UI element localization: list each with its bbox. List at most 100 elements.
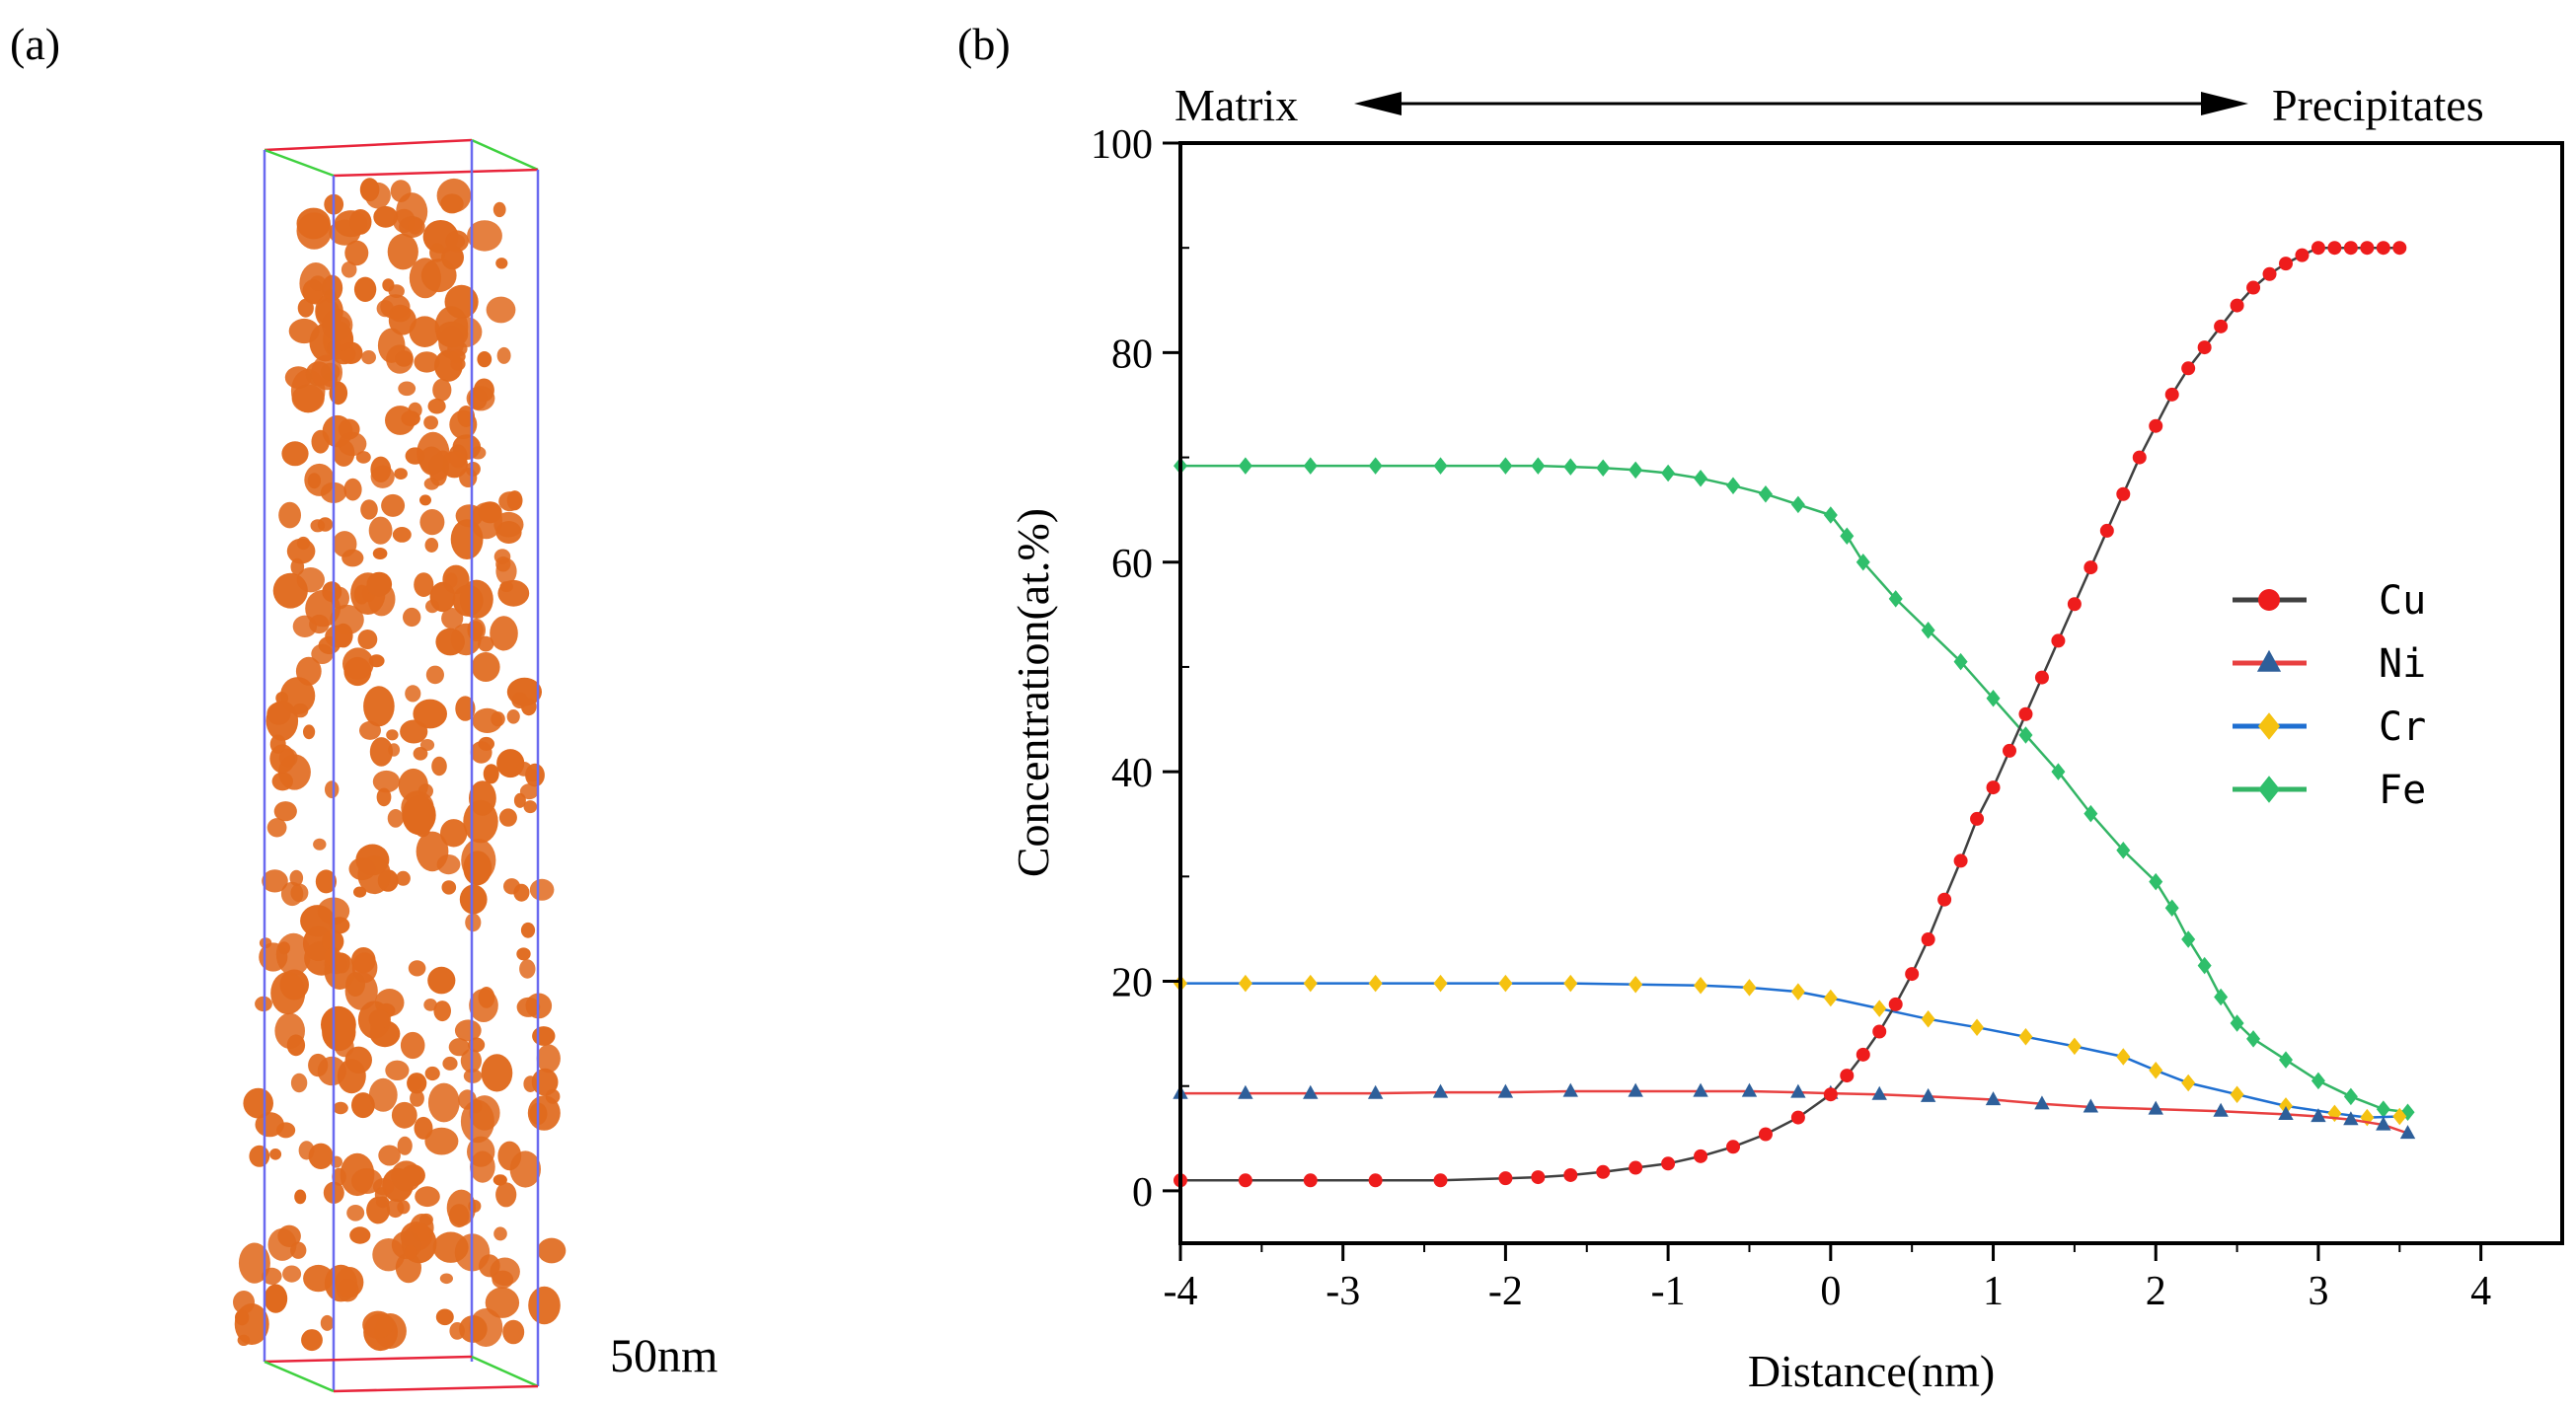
precipitate-particle — [292, 703, 309, 718]
y-tick-label: 20 — [1111, 961, 1153, 1006]
precipitate-particle — [255, 1112, 284, 1138]
series-cu-point — [1937, 892, 1952, 907]
precipitate-particle — [439, 1273, 453, 1285]
series-cu-point — [2230, 298, 2244, 313]
precipitate-particle — [496, 346, 511, 364]
series-fe-point — [2149, 872, 2163, 891]
precipitate-particle — [388, 306, 417, 335]
precipitate-particle — [400, 1031, 425, 1060]
precipitate-particle — [478, 987, 495, 1008]
precipitate-particle — [536, 1044, 561, 1074]
legend-label-cr: Cr — [2379, 704, 2426, 750]
precipitate-particle — [362, 1310, 394, 1339]
series-cr-point — [2181, 1074, 2196, 1092]
y-tick-label: 80 — [1111, 332, 1153, 377]
panel-b-label: (b) — [957, 19, 1011, 69]
x-tick-label: 0 — [1820, 1269, 1841, 1314]
series-fe-point — [1758, 484, 1773, 503]
series-ni-point — [2083, 1098, 2099, 1113]
precipitate-particle — [303, 724, 316, 740]
precipitate-particle — [460, 1099, 494, 1144]
series-cu-point — [1953, 853, 1968, 868]
series-cr-point — [1921, 1010, 1935, 1028]
y-tick-label: 0 — [1132, 1170, 1153, 1216]
precipitate-particle — [419, 509, 445, 536]
precipitate-particle — [425, 665, 444, 685]
precipitate-particle — [455, 696, 476, 721]
box-edge-top-right — [471, 138, 539, 172]
precipitate-particle — [333, 1101, 348, 1115]
precipitate-cluster-group — [233, 178, 567, 1352]
series-cu-point — [1629, 1160, 1643, 1175]
series-cr-point — [1694, 977, 1708, 995]
precipitate-particle — [329, 381, 348, 406]
series-cr-point — [1629, 975, 1643, 994]
x-axis-title: Distance(nm) — [1748, 1346, 1995, 1396]
precipitate-particle — [446, 1189, 477, 1226]
precipitate-particle — [506, 490, 523, 511]
precipitate-particle — [495, 556, 511, 572]
precipitate-particle — [407, 1073, 427, 1094]
precipitate-particle — [273, 801, 297, 822]
precipitate-particle — [368, 654, 385, 668]
series-cu-point — [1921, 932, 1935, 947]
precipitate-particle — [249, 1145, 270, 1167]
precipitate-particle — [335, 1267, 364, 1298]
precipitate-particle — [471, 652, 500, 682]
precipitate-particle — [270, 971, 306, 1015]
precipitate-particle — [386, 729, 399, 741]
precipitate-particle — [373, 205, 399, 228]
precipitate-particle — [303, 1264, 335, 1293]
precipitate-particle — [478, 635, 494, 652]
precipitate-particle — [441, 880, 457, 895]
precipitate-particle — [493, 1226, 507, 1241]
precipitate-particle — [397, 1200, 411, 1215]
precipitate-particle — [259, 942, 288, 972]
box-edge-top-front — [333, 168, 539, 178]
x-tick-label: -2 — [1488, 1269, 1523, 1314]
series-cr-point — [2279, 1097, 2293, 1115]
series-fe-point — [1694, 470, 1708, 487]
precipitate-particle — [359, 178, 380, 202]
series-cr-point — [1872, 1000, 1887, 1017]
series-cu-point — [2279, 257, 2293, 271]
series-cu-point — [2376, 241, 2390, 256]
precipitate-particle — [368, 516, 393, 545]
precipitate-particle — [266, 818, 287, 838]
precipitate-particle — [329, 219, 361, 246]
precipitate-particle — [357, 630, 378, 649]
series-ni-point — [1238, 1084, 1253, 1099]
precipitate-particle — [463, 851, 492, 886]
series-cu-point — [1726, 1140, 1740, 1154]
series-cr-point — [1742, 979, 1757, 997]
scale-bar-label: 50nm — [610, 1330, 718, 1382]
y-tick-label: 60 — [1111, 542, 1153, 587]
series-fe-point — [1953, 652, 1968, 671]
precipitate-particle — [424, 1066, 440, 1081]
series-cu-point — [2214, 319, 2229, 333]
precipitate-particle — [519, 783, 539, 800]
series-cu-point — [1433, 1173, 1448, 1188]
series-cu — [1174, 241, 2407, 1188]
series-fe-point — [2181, 930, 2196, 948]
precipitate-particle — [322, 414, 353, 448]
series-fe-point — [2343, 1087, 2358, 1106]
series-cr-point — [1498, 974, 1513, 993]
plot-frame — [1178, 141, 2564, 1245]
series-cr-point — [1563, 974, 1578, 993]
series-ni-point — [2034, 1095, 2050, 1110]
precipitate-particle — [440, 819, 468, 848]
precipitate-particle — [495, 1182, 517, 1208]
precipitate-particle — [343, 656, 372, 687]
x-tick-label: -1 — [1651, 1269, 1686, 1314]
precipitate-particle — [370, 456, 392, 482]
precipitate-particle — [467, 618, 487, 642]
precipitate-particle — [381, 493, 406, 517]
series-fe-point — [2164, 899, 2179, 917]
series-ni — [1173, 1082, 2416, 1140]
series-cu-point — [2360, 241, 2375, 256]
series-fe-point — [1840, 527, 1855, 545]
matrix-precipitates-arrow — [1354, 92, 2248, 115]
series-fe-point — [2116, 842, 2131, 859]
precipitate-particle — [334, 1036, 354, 1058]
